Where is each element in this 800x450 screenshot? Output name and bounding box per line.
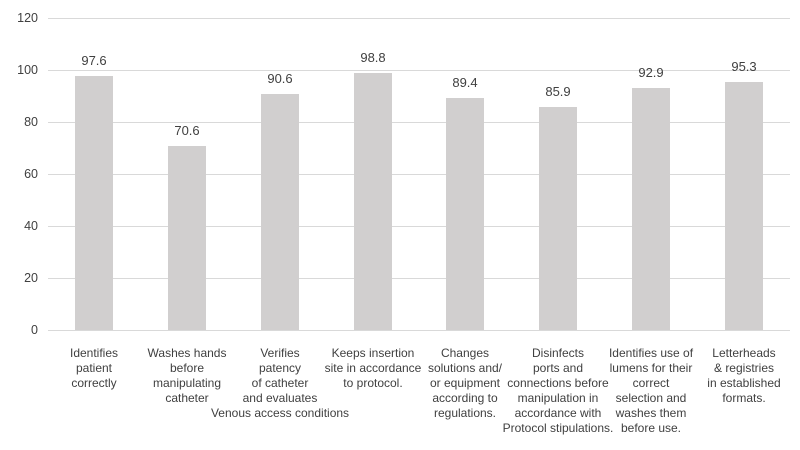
y-tick-label: 40: [24, 219, 38, 233]
category-label: Letterheads & registries in established …: [707, 346, 781, 405]
data-label: 95.3: [731, 59, 757, 74]
gridline: [48, 278, 790, 279]
bar: [539, 107, 577, 330]
y-tick-label: 20: [24, 271, 38, 285]
category-label: Keeps insertion site in accordance to pr…: [324, 346, 422, 390]
category-label: Washes hands before manipulating cathete…: [147, 346, 227, 405]
gridline: [48, 122, 790, 123]
bar: [354, 73, 392, 330]
y-tick-label: 0: [31, 323, 38, 337]
data-label: 92.9: [638, 65, 664, 80]
gridline: [48, 70, 790, 71]
gridline: [48, 174, 790, 175]
y-tick-label: 80: [24, 115, 38, 129]
data-label: 70.6: [174, 123, 200, 138]
data-label: 97.6: [81, 53, 107, 68]
data-label: 85.9: [545, 84, 571, 99]
bar: [168, 146, 206, 330]
category-label: Identifies patient correctly: [69, 346, 119, 390]
bar: [261, 94, 299, 330]
bar: [75, 76, 113, 330]
category-label: Identifies use of lumens for their corre…: [608, 346, 694, 435]
data-label: 98.8: [360, 50, 386, 65]
bar: [725, 82, 763, 330]
data-label: 90.6: [267, 71, 293, 86]
gridline: [48, 18, 790, 19]
category-label: Verifies patency of catheter and evaluat…: [210, 346, 350, 420]
data-label: 89.4: [452, 75, 478, 90]
y-tick-label: 60: [24, 167, 38, 181]
y-tick-label: 120: [17, 11, 38, 25]
category-label: Changes solutions and/ or equipment acco…: [427, 346, 503, 420]
gridline: [48, 226, 790, 227]
bar: [632, 88, 670, 330]
gridline: [48, 330, 790, 331]
bar: [446, 98, 484, 330]
category-label: Disinfects ports and connections before …: [502, 346, 614, 435]
y-tick-label: 100: [17, 63, 38, 77]
